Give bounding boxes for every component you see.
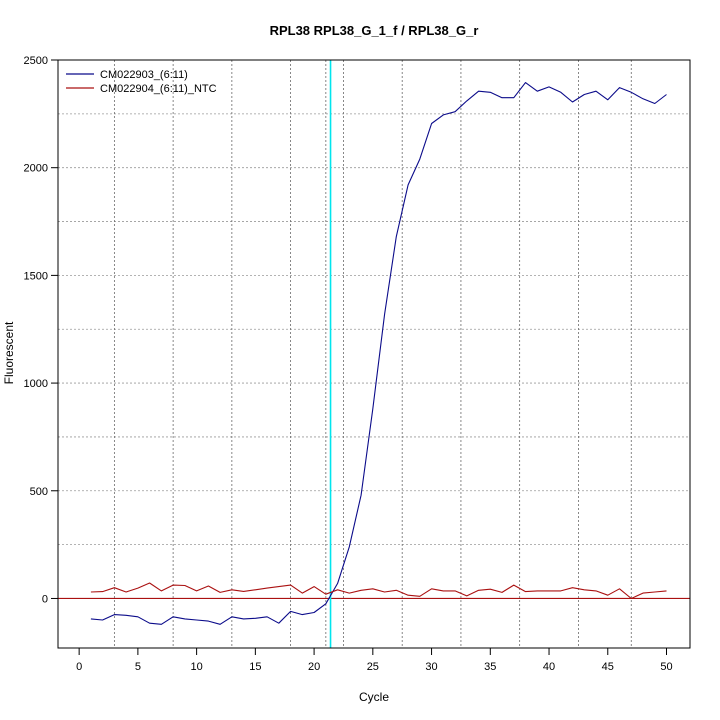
series-line-2 — [90, 582, 667, 600]
x-tick-label: 50 — [660, 661, 672, 673]
x-tick-label: 15 — [249, 661, 261, 673]
x-tick-label: 5 — [135, 661, 141, 673]
chart-title: RPL38 RPL38_G_1_f / RPL38_G_r — [270, 23, 479, 38]
x-axis: 0 5 10 15 20 25 30 35 40 45 50 — [76, 647, 673, 673]
x-tick-label: 35 — [484, 661, 496, 673]
y-tick-label: 2500 — [24, 55, 48, 67]
x-tick-label: 0 — [76, 661, 82, 673]
x-tick-label: 40 — [543, 661, 555, 673]
y-tick-label: 2000 — [24, 163, 48, 175]
grid-lines — [58, 59, 690, 648]
series-lines — [90, 82, 667, 625]
y-axis-label: Fluorescent — [2, 321, 16, 384]
legend: CM022903_(6:11) CM022904_(6:11)_NTC — [66, 69, 217, 95]
x-axis-label: Cycle — [359, 690, 389, 704]
x-tick-label: 45 — [602, 661, 614, 673]
legend-label-2: CM022904_(6:11)_NTC — [100, 83, 217, 95]
y-axis: 0 500 1000 1500 2000 2500 — [24, 55, 58, 605]
y-tick-label: 500 — [30, 486, 48, 498]
x-tick-label: 20 — [308, 661, 320, 673]
x-tick-label: 30 — [425, 661, 437, 673]
y-tick-label: 0 — [42, 593, 48, 605]
x-tick-label: 10 — [190, 661, 202, 673]
series-line-1 — [90, 82, 667, 625]
legend-label-1: CM022903_(6:11) — [100, 69, 188, 81]
y-tick-label: 1000 — [24, 378, 48, 390]
reference-lines — [58, 60, 690, 648]
y-tick-label: 1500 — [24, 270, 48, 282]
x-tick-label: 25 — [367, 661, 379, 673]
